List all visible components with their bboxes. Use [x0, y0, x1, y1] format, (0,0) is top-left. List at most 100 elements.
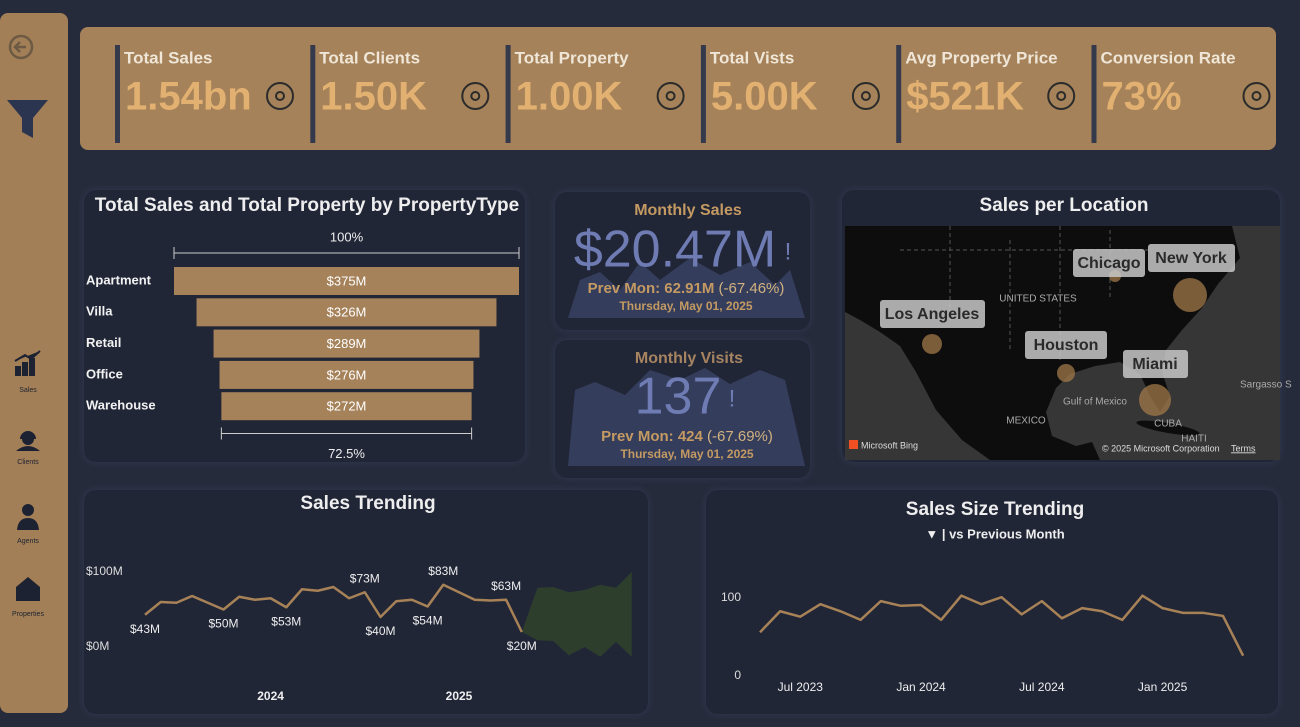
nav-icon	[16, 577, 40, 601]
city-bubble[interactable]	[1139, 384, 1171, 416]
kpi-icon	[275, 91, 285, 101]
data-label: $54M	[413, 614, 443, 628]
map-copyright: © 2025 Microsoft Corporation	[1102, 443, 1220, 453]
funnel-bar	[196, 298, 497, 327]
card-prev: Prev Mon: 62.91M (-67.46%)	[588, 280, 785, 297]
chart-title: Sales Trending	[300, 493, 435, 514]
kpi-label: Total Property	[515, 48, 630, 67]
category-label: Warehouse	[86, 398, 156, 413]
kpi-icon	[860, 91, 871, 101]
filter-icon[interactable]	[7, 100, 48, 138]
kpi-icon	[470, 91, 481, 101]
funnel-bracket	[173, 247, 520, 259]
map-place: Gulf of Mexico	[1063, 397, 1127, 408]
kpi-value: 5.00K	[711, 75, 818, 119]
nav-item[interactable]: Clients	[16, 431, 40, 466]
city-label: Chicago	[1077, 255, 1140, 272]
nav-label: Agents	[17, 538, 39, 545]
card-backdrop	[568, 368, 805, 466]
kpi-label: Total Clients	[319, 48, 420, 67]
nav-item[interactable]: Sales	[14, 350, 41, 394]
card-prev: Prev Mon: 424 (-67.69%)	[601, 428, 773, 445]
x-tick-label: Jan 2025	[1138, 680, 1188, 694]
city-bubble[interactable]	[922, 334, 942, 354]
kpi-divider	[1091, 45, 1097, 143]
city-label: New York	[1155, 250, 1227, 267]
x-tick-label: 2024	[257, 689, 284, 703]
kpi-label: Avg Property Price	[905, 48, 1057, 67]
prev-change: (-67.69%)	[707, 428, 773, 445]
funnel-top-label: 100%	[330, 229, 364, 244]
map-terms[interactable]: Terms	[1231, 443, 1256, 453]
city-bubble[interactable]	[1173, 278, 1207, 312]
map-place: UNITED STATES	[999, 294, 1077, 305]
kpi-value: 1.54bn	[125, 75, 252, 119]
kpi-divider	[700, 45, 706, 143]
data-label: $50M	[208, 617, 238, 631]
kpi-label: Total Sales	[124, 48, 213, 67]
city-label: Houston	[1034, 337, 1099, 354]
x-tick-label: Jan 2024	[896, 680, 946, 694]
x-tick-label: Jul 2023	[778, 680, 824, 694]
map-island	[1136, 420, 1200, 436]
nav-icon	[17, 504, 39, 530]
chart-title: Total Sales and Total Property by Proper…	[95, 195, 519, 216]
kpi-icon	[1242, 82, 1271, 110]
kpi-icon	[656, 82, 685, 110]
card-value: $20.47M	[574, 221, 776, 279]
line	[759, 594, 1245, 657]
chart-title: Sales Size Trending	[906, 499, 1084, 520]
map[interactable]: UNITED STATES MEXICO Gulf of Mexico CUBA…	[845, 226, 1292, 460]
card-date: Thursday, May 01, 2025	[619, 299, 753, 313]
prev-value: 424	[678, 428, 704, 445]
category-label: Villa	[86, 304, 113, 319]
map-place: HAITI	[1181, 434, 1207, 445]
category-label: Apartment	[86, 272, 152, 287]
kpi-divider	[310, 45, 316, 143]
value-label: $326M	[327, 305, 367, 320]
card-title: Monthly Sales	[634, 202, 742, 219]
size-trend-panel	[706, 490, 1278, 714]
kpi-icon	[266, 82, 294, 110]
city-bubble[interactable]	[1057, 364, 1075, 382]
y-tick-label: 100	[721, 590, 741, 604]
map-place: MEXICO	[1006, 416, 1046, 427]
kpi-icon	[1251, 91, 1262, 101]
card-flag: !	[729, 385, 736, 412]
line	[144, 583, 523, 633]
city-label: Miami	[1132, 356, 1177, 373]
kpi-value: 1.00K	[516, 75, 623, 119]
nav-item[interactable]: Properties	[12, 577, 44, 618]
city-label-box	[1025, 331, 1107, 359]
nav-item[interactable]: Agents	[17, 504, 39, 545]
y-tick-label: $0M	[86, 639, 109, 653]
funnel-bottom-label: 72.5%	[328, 446, 365, 461]
nav-icon	[14, 350, 41, 376]
kpi-icon	[461, 82, 490, 110]
nav-label: Properties	[12, 611, 44, 618]
kpi-divider	[115, 45, 120, 143]
city-label-box	[880, 300, 985, 328]
funnel-bracket	[220, 427, 473, 440]
card-backdrop	[568, 258, 805, 318]
back-button[interactable]	[8, 34, 34, 60]
prev-value: 62.91M	[664, 280, 714, 297]
map-place: CUBA	[1154, 419, 1182, 430]
map-title: Sales per Location	[980, 195, 1149, 216]
kpi-label: Total Vists	[710, 48, 794, 67]
card-title: Monthly Visits	[635, 350, 743, 367]
nav-icon	[16, 431, 40, 451]
value-label: $276M	[327, 367, 367, 382]
data-label: $73M	[350, 571, 380, 585]
kpi-icon	[665, 91, 676, 101]
prev-change: (-67.46%)	[719, 280, 785, 297]
funnel-bar	[219, 360, 474, 389]
city-label-box	[1148, 244, 1235, 272]
value-label: $375M	[327, 273, 367, 288]
sales-trend-panel	[84, 490, 648, 714]
funnel-bar	[213, 329, 480, 358]
x-tick-label: 2025	[446, 689, 473, 703]
nav-label: Sales	[19, 387, 37, 394]
